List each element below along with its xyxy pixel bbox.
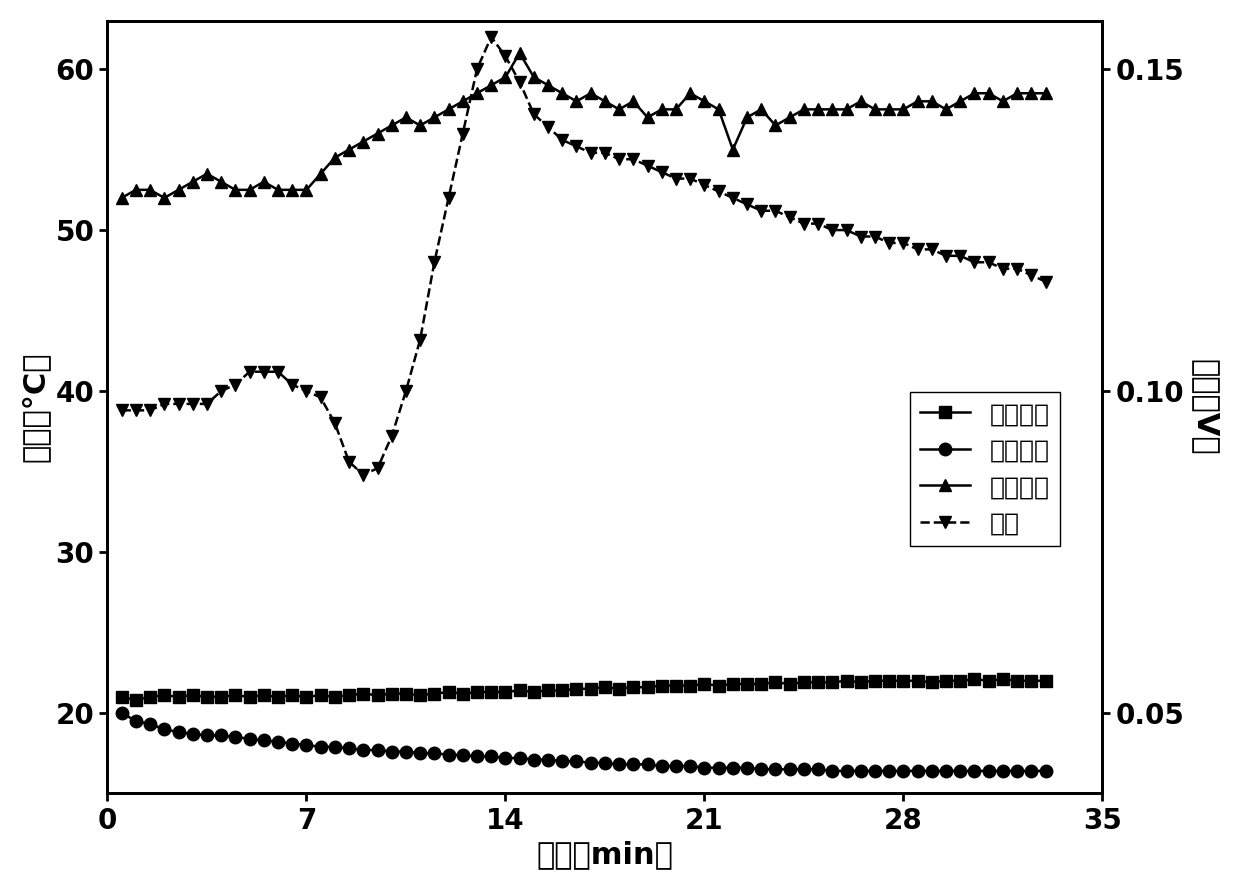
环境温度 — [129, 695, 144, 706]
环境温度 — [356, 688, 371, 699]
环境温度 — [200, 692, 215, 702]
电压 — [484, 31, 498, 42]
Line: 热端温度: 热端温度 — [115, 47, 1052, 204]
X-axis label: 时间（min）: 时间（min） — [537, 840, 673, 870]
环境温度 — [413, 690, 428, 700]
热端温度 — [981, 88, 996, 99]
电压 — [1038, 276, 1053, 287]
热端温度 — [527, 72, 542, 83]
冷端温度 — [1038, 765, 1053, 776]
环境温度 — [967, 674, 982, 684]
热端温度 — [853, 96, 868, 107]
环境温度 — [541, 685, 556, 696]
热端温度 — [185, 176, 200, 187]
电压 — [554, 134, 569, 145]
Y-axis label: 温度（°C）: 温度（°C） — [21, 352, 50, 463]
冷端温度 — [185, 729, 200, 740]
环境温度 — [1038, 676, 1053, 686]
冷端温度 — [398, 746, 413, 756]
冷端温度 — [512, 753, 527, 764]
热端温度 — [342, 144, 357, 155]
电压 — [356, 469, 371, 480]
热端温度 — [114, 192, 129, 203]
冷端温度 — [342, 743, 357, 754]
电压 — [185, 399, 200, 409]
Line: 冷端温度: 冷端温度 — [115, 707, 1052, 777]
环境温度 — [853, 677, 868, 688]
Legend: 环境温度, 冷端温度, 热端温度, 电压: 环境温度, 冷端温度, 热端温度, 电压 — [910, 392, 1060, 546]
电压 — [868, 231, 883, 242]
热端温度 — [398, 112, 413, 123]
热端温度 — [1038, 88, 1053, 99]
环境温度 — [114, 692, 129, 702]
冷端温度 — [825, 765, 839, 776]
Y-axis label: 电压（V）: 电压（V） — [1190, 359, 1219, 456]
电压 — [541, 122, 556, 133]
冷端温度 — [853, 765, 868, 776]
电压 — [114, 405, 129, 416]
电压 — [342, 457, 357, 467]
冷端温度 — [114, 708, 129, 718]
热端温度 — [512, 48, 527, 59]
电压 — [413, 334, 428, 344]
环境温度 — [527, 687, 542, 698]
Line: 电压: 电压 — [115, 30, 1052, 481]
冷端温度 — [981, 765, 996, 776]
Line: 环境温度: 环境温度 — [115, 673, 1052, 707]
